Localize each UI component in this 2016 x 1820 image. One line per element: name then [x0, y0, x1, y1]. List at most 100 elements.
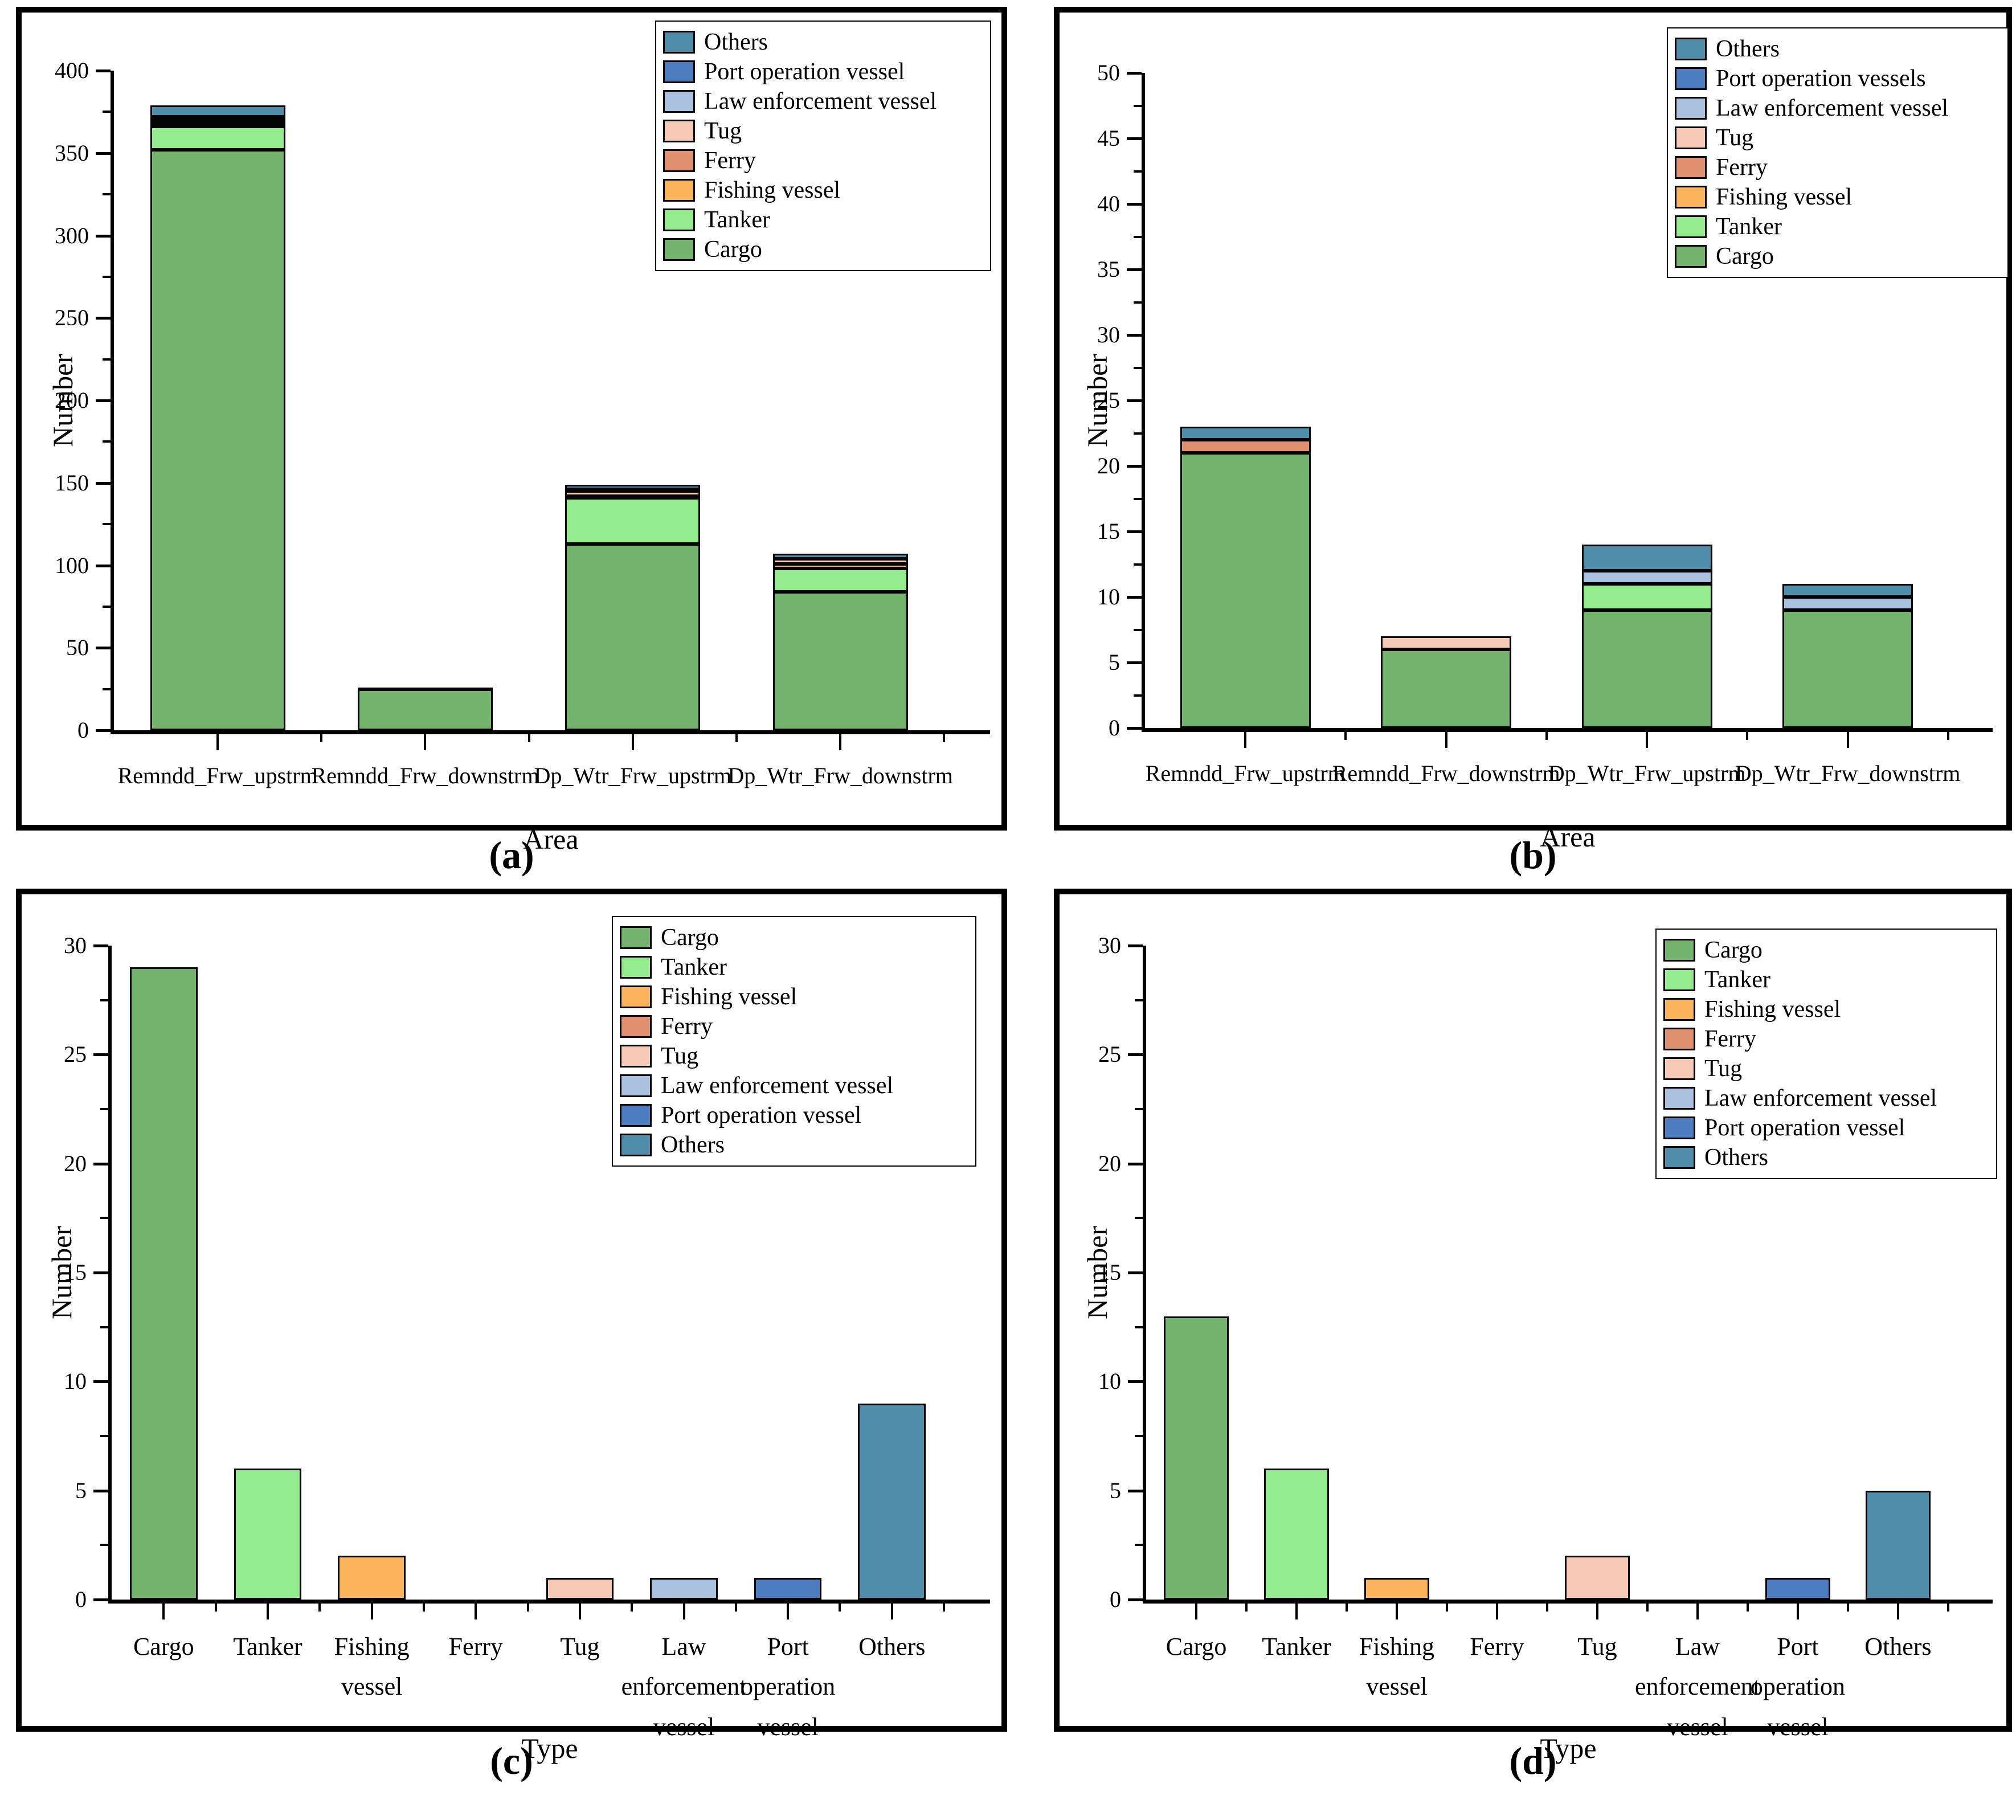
legend-box: Others Port operation vessels Law enforcem…	[1667, 27, 2009, 278]
y-minor-tick	[100, 1217, 108, 1220]
bar-segment-cargo	[358, 689, 493, 730]
y-major-tick	[96, 647, 111, 650]
x-tick-label-others: Others	[858, 1633, 926, 1661]
y-major-tick	[93, 1053, 108, 1057]
y-minor-tick	[103, 193, 111, 196]
legend-item-law-enforcement-vessel: Law enforcement vessel	[1675, 93, 2001, 123]
x-major-tick	[216, 734, 219, 750]
bar-segment-ferry	[1180, 440, 1311, 453]
legend-label: Tanker	[704, 207, 770, 233]
bar-segment-cargo	[565, 543, 701, 730]
y-major-tick	[93, 1598, 108, 1601]
legend-swatch-icon	[1675, 97, 1707, 120]
legend-label: Tug	[1716, 125, 1754, 151]
bar-segment-tanker	[772, 569, 908, 592]
legend-label: Others	[661, 1132, 725, 1158]
x-major-tick	[1646, 732, 1649, 748]
x-minor-tick	[1245, 1604, 1248, 1612]
legend-item-fishing-vessel: Fishing vessel	[620, 982, 968, 1012]
y-minor-tick	[1134, 694, 1142, 697]
y-major-tick	[1128, 1598, 1143, 1601]
legend-item-cargo: Cargo	[663, 235, 983, 264]
bar-tug	[1564, 1556, 1630, 1600]
y-major-tick	[1127, 530, 1142, 533]
legend-label: Tanker	[661, 954, 727, 980]
x-major-tick	[162, 1604, 165, 1619]
legend-item-law-enforcement-vessel: Law enforcement vessel	[663, 87, 983, 116]
x-tick-label-fishing-vessel: Fishing vessel	[1359, 1633, 1434, 1701]
x-axis-spine	[1142, 728, 1993, 732]
bar-segment-cargo	[1581, 610, 1712, 728]
legend-item-ferry: Ferry	[1675, 153, 2001, 182]
y-major-tick	[1128, 1380, 1143, 1384]
legend-item-tanker: Tanker	[663, 205, 983, 235]
y-major-tick	[1128, 1162, 1143, 1165]
legend-swatch-icon	[1663, 1087, 1695, 1110]
x-major-tick	[578, 1604, 581, 1619]
legend-swatch-icon	[1675, 186, 1707, 208]
bar-segment-others	[1782, 584, 1913, 597]
bar-others	[1865, 1490, 1931, 1600]
x-major-tick	[1295, 1604, 1298, 1619]
legend-item-tanker: Tanker	[620, 952, 968, 982]
x-tick-label-tug: Tug	[560, 1633, 600, 1661]
y-tick-label: 300	[55, 222, 89, 248]
y-major-tick	[96, 564, 111, 567]
y-minor-tick	[103, 111, 111, 113]
x-major-tick	[839, 734, 842, 750]
y-major-tick	[1127, 334, 1142, 337]
legend-item-cargo: Cargo	[620, 923, 968, 952]
bar-segment-law-enforcement-vessel	[1782, 597, 1913, 610]
legend-swatch-icon	[1675, 215, 1707, 238]
bar-law-enforcement-vessel	[650, 1577, 718, 1600]
legend-item-ferry: Ferry	[620, 1012, 968, 1041]
y-major-tick	[1128, 1053, 1143, 1057]
panel-letter-c: (c)	[490, 1739, 533, 1782]
y-axis-title: Number	[46, 1226, 77, 1319]
bar-tanker	[1263, 1469, 1330, 1600]
y-minor-tick	[1134, 366, 1142, 369]
legend-swatch-icon	[663, 90, 695, 113]
legend-item-tug: Tug	[663, 116, 983, 146]
bar-others	[858, 1403, 926, 1600]
x-major-tick	[1696, 1604, 1699, 1619]
y-major-tick	[96, 481, 111, 485]
x-minor-tick	[1545, 1604, 1548, 1612]
legend-swatch-icon	[663, 149, 695, 172]
x-major-tick	[1395, 1604, 1398, 1619]
legend-label: Port operation vessel	[704, 59, 905, 85]
x-major-tick	[787, 1604, 790, 1619]
legend-swatch-icon	[620, 926, 652, 949]
panel-b: 0 5 10 15 20 25 30 35 40 45 50 Remndd_Frw_upstrm Rem…	[1054, 7, 2012, 851]
y-tick-label: 25	[1097, 387, 1120, 413]
y-minor-tick	[103, 523, 111, 526]
y-axis-title: Number	[1081, 1226, 1113, 1319]
legend-swatch-icon	[1663, 1146, 1695, 1169]
x-minor-tick	[422, 1604, 425, 1612]
legend-swatch-icon	[663, 208, 695, 231]
y-minor-tick	[103, 440, 111, 443]
y-tick-label: 50	[66, 635, 89, 661]
y-major-tick	[93, 1380, 108, 1384]
y-tick-label: 10	[64, 1368, 87, 1394]
x-tick-label-dp-wtr-frw-downstrm: Dp_Wtr_Frw_downstrm	[727, 763, 953, 788]
y-minor-tick	[103, 688, 111, 690]
legend-swatch-icon	[663, 120, 695, 142]
x-major-tick	[1495, 1604, 1498, 1619]
x-tick-label-ferry: Ferry	[448, 1633, 503, 1661]
legend-label: Law enforcement vessel	[1704, 1085, 1937, 1111]
x-minor-tick	[943, 734, 946, 742]
y-minor-tick	[1135, 1326, 1143, 1328]
legend-label: Cargo	[661, 925, 719, 951]
x-minor-tick	[1345, 1604, 1348, 1612]
legend-item-port-operation-vessel: Port operation vessel	[663, 57, 983, 87]
y-axis-spine	[1142, 73, 1145, 731]
y-minor-tick	[1134, 432, 1142, 435]
y-minor-tick	[1134, 104, 1142, 107]
legend-swatch-icon	[1675, 67, 1707, 90]
y-tick-label: 10	[1097, 584, 1120, 610]
bar-segment-port-operation-vessel	[565, 489, 701, 493]
y-major-tick	[1127, 268, 1142, 271]
y-minor-tick	[1135, 1217, 1143, 1220]
y-minor-tick	[1134, 497, 1142, 500]
